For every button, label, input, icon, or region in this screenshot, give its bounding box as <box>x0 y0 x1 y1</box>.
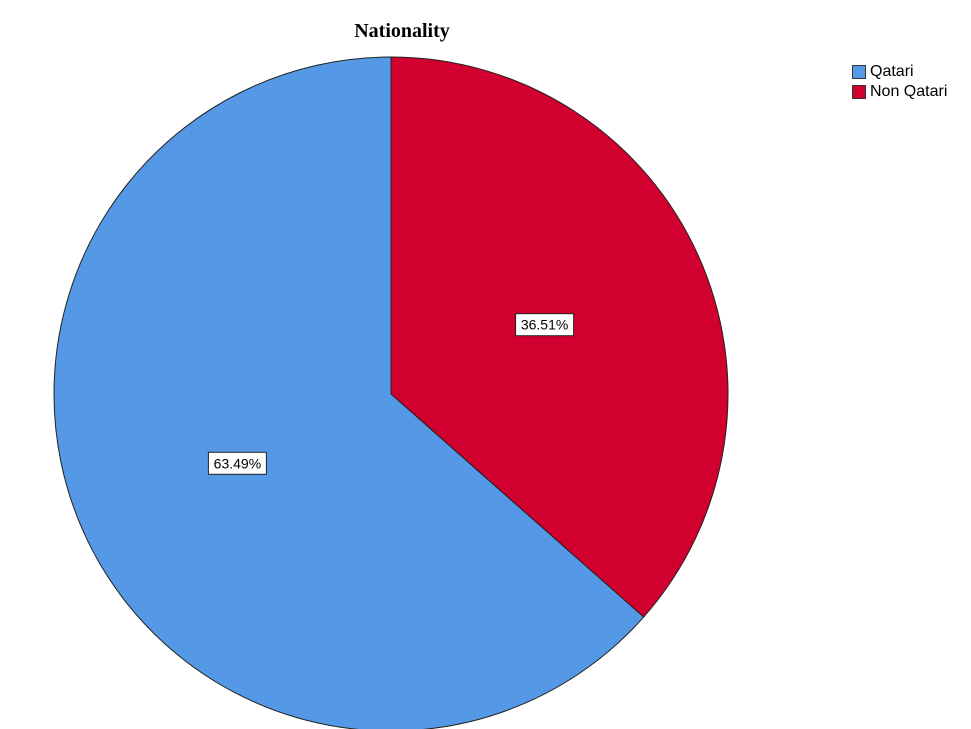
legend-item-qatari: Qatari <box>852 62 947 82</box>
data-label-non-qatari: 36.51% <box>515 313 575 337</box>
legend: Qatari Non Qatari <box>852 62 947 102</box>
svg-text:63.49%: 63.49% <box>214 455 261 471</box>
legend-swatch-qatari <box>852 65 866 79</box>
legend-swatch-non-qatari <box>852 85 866 99</box>
pie-slice-qatari <box>53 56 645 729</box>
legend-label-non-qatari: Non Qatari <box>870 83 948 100</box>
data-label-qatari: 63.49% <box>207 451 267 475</box>
legend-item-non-qatari: Non Qatari <box>852 82 947 102</box>
svg-text:36.51%: 36.51% <box>521 317 568 333</box>
legend-label-qatari: Qatari <box>870 63 914 80</box>
chart-title: Nationality <box>354 20 450 42</box>
pie-slice-non-qatari <box>390 56 729 618</box>
